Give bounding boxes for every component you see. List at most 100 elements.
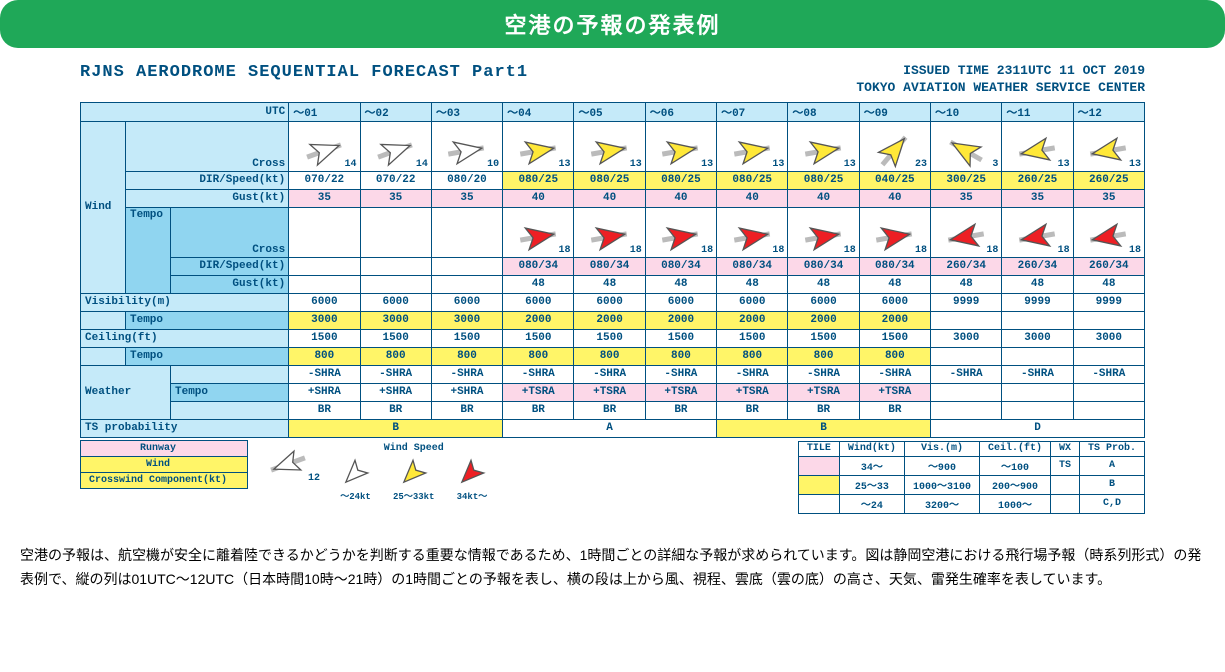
data-cell: 35	[931, 189, 1002, 207]
data-cell: 6000	[503, 293, 574, 311]
data-cell: 3000	[1002, 329, 1073, 347]
data-cell: 2000	[788, 311, 859, 329]
data-cell: BR	[717, 401, 788, 419]
data-cell: 40	[574, 189, 645, 207]
data-cell: 260/34	[931, 257, 1002, 275]
col-header: 〜07	[717, 102, 788, 121]
data-cell: 800	[360, 347, 431, 365]
tempo-gust-row: Gust(kt)484848484848484848	[81, 275, 1145, 293]
data-cell: BR	[360, 401, 431, 419]
wind-label: Wind	[81, 121, 126, 293]
data-cell: BR	[503, 401, 574, 419]
data-cell: 2000	[859, 311, 930, 329]
data-cell: 48	[1002, 275, 1073, 293]
data-cell: 6000	[645, 293, 716, 311]
title-row: RJNS AERODROME SEQUENTIAL FORECAST Part1…	[0, 63, 1225, 102]
data-cell: 040/25	[859, 171, 930, 189]
data-cell: 48	[503, 275, 574, 293]
data-cell: 1500	[503, 329, 574, 347]
data-cell: 9999	[931, 293, 1002, 311]
data-cell	[360, 275, 431, 293]
data-cell: 1500	[360, 329, 431, 347]
data-cell: BR	[859, 401, 930, 419]
data-cell: 6000	[788, 293, 859, 311]
forecast-title: RJNS AERODROME SEQUENTIAL FORECAST Part1	[80, 63, 528, 97]
tempo-arrow-cell: 18	[503, 207, 574, 257]
ts-probability-row: TS probabilityBABD	[81, 419, 1145, 437]
data-cell	[1073, 347, 1144, 365]
data-cell: 40	[788, 189, 859, 207]
data-cell: 260/25	[1073, 171, 1144, 189]
col-header: 〜12	[1073, 102, 1144, 121]
forecast-table-wrap: UTC 〜01〜02〜03〜04〜05〜06〜07〜08〜09〜10〜11〜12…	[0, 102, 1225, 438]
data-cell: 080/25	[503, 171, 574, 189]
col-header: 〜11	[1002, 102, 1073, 121]
visibility-tempo-row: Tempo30003000300020002000200020002000200…	[81, 311, 1145, 329]
wind-arrow-cell: 14	[289, 121, 360, 171]
legend-runway: Runway	[80, 440, 248, 457]
data-cell: 1500	[431, 329, 502, 347]
tempo-arrow-cell: 18	[931, 207, 1002, 257]
legend-wind: Wind	[80, 456, 248, 473]
data-cell: 800	[431, 347, 502, 365]
tempo-arrow-cell: 18	[788, 207, 859, 257]
data-cell: 070/22	[360, 171, 431, 189]
data-cell: 48	[1073, 275, 1144, 293]
data-cell: +TSRA	[574, 383, 645, 401]
data-cell: BR	[788, 401, 859, 419]
tempo-arrow-cell: 18	[717, 207, 788, 257]
data-cell: -SHRA	[717, 365, 788, 383]
data-cell: -SHRA	[859, 365, 930, 383]
data-cell: 080/25	[717, 171, 788, 189]
data-cell: 800	[859, 347, 930, 365]
data-cell: BR	[289, 401, 360, 419]
data-cell: BR	[574, 401, 645, 419]
data-cell: 3000	[431, 311, 502, 329]
data-cell: 080/34	[788, 257, 859, 275]
wind-arrow-cell: 13	[503, 121, 574, 171]
data-cell: 6000	[360, 293, 431, 311]
ts-cell: B	[717, 419, 931, 437]
weather-tempo-row: Tempo+SHRA+SHRA+SHRA+TSRA+TSRA+TSRA+TSRA…	[81, 383, 1145, 401]
tempo-arrow-cell: 18	[1002, 207, 1073, 257]
data-cell: 35	[1073, 189, 1144, 207]
data-cell: -SHRA	[1073, 365, 1144, 383]
data-cell: 080/34	[645, 257, 716, 275]
data-cell: 6000	[717, 293, 788, 311]
ceiling-tempo-row: Tempo800800800800800800800800800	[81, 347, 1145, 365]
data-cell: 35	[431, 189, 502, 207]
data-cell: 1500	[717, 329, 788, 347]
data-cell: BR	[431, 401, 502, 419]
data-cell: 080/20	[431, 171, 502, 189]
data-cell	[1002, 401, 1073, 419]
data-cell: 40	[645, 189, 716, 207]
data-cell: -SHRA	[931, 365, 1002, 383]
tempo-arrow-row: Tempo Cross 181818181818181818	[81, 207, 1145, 257]
data-cell: 6000	[859, 293, 930, 311]
data-cell: 080/34	[574, 257, 645, 275]
data-cell	[931, 383, 1002, 401]
tempo-arrow-cell: 18	[1073, 207, 1144, 257]
data-cell: +TSRA	[503, 383, 574, 401]
data-cell: 35	[1002, 189, 1073, 207]
utc-label: UTC	[81, 102, 289, 121]
data-cell: BR	[645, 401, 716, 419]
data-cell: 260/34	[1002, 257, 1073, 275]
wind-arrow-cell: 13	[1002, 121, 1073, 171]
col-header: 〜06	[645, 102, 716, 121]
data-cell	[289, 275, 360, 293]
wind-arrow-cell: 14	[360, 121, 431, 171]
description-text: 空港の予報は、航空機が安全に離着陸できるかどうかを判断する重要な情報であるため、…	[0, 529, 1225, 592]
wind-arrow-cell: 10	[431, 121, 502, 171]
data-cell	[431, 275, 502, 293]
data-cell: -SHRA	[645, 365, 716, 383]
data-cell: -SHRA	[574, 365, 645, 383]
data-cell	[1073, 311, 1144, 329]
data-cell: +SHRA	[360, 383, 431, 401]
data-cell	[431, 257, 502, 275]
cross-label: Cross	[126, 121, 289, 171]
wind-arrow-row: Wind Cross 14141013131313132331313	[81, 121, 1145, 171]
data-cell: 800	[717, 347, 788, 365]
data-cell: 9999	[1002, 293, 1073, 311]
data-cell: +TSRA	[645, 383, 716, 401]
